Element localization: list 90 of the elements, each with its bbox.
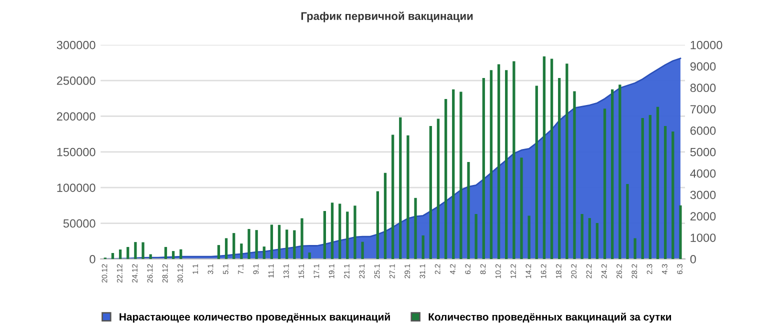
- bar: [641, 118, 644, 259]
- bar: [474, 214, 478, 259]
- bar: [626, 184, 629, 259]
- y-tick-label: 200000: [56, 112, 96, 121]
- y-tick-label: 150000: [57, 148, 96, 156]
- bar: [248, 228, 250, 259]
- bar: [330, 202, 334, 259]
- bar: [399, 117, 402, 259]
- y2-tick-label: 5000: [690, 148, 716, 156]
- bar: [142, 242, 144, 259]
- bar: [293, 230, 296, 259]
- bar: [422, 235, 424, 259]
- y-tick-label: 0: [90, 254, 96, 264]
- bar: [300, 218, 304, 259]
- bar: [512, 61, 516, 259]
- bar: [111, 252, 114, 259]
- bar: [262, 246, 266, 259]
- bar: [505, 70, 508, 259]
- bar: [118, 250, 122, 259]
- bar: [490, 70, 493, 259]
- bar: [588, 218, 591, 259]
- y2-tick-label: 4000: [690, 169, 716, 178]
- bar: [611, 89, 614, 259]
- bar: [278, 224, 281, 259]
- bar: [520, 158, 523, 259]
- bar: [596, 222, 599, 259]
- bar: [550, 58, 554, 259]
- y2-tick-label: 6000: [690, 126, 716, 135]
- bar: [656, 106, 660, 259]
- bar: [618, 84, 622, 259]
- y-tick-label: 250000: [56, 76, 96, 85]
- y2-tick-label: 2000: [690, 212, 716, 221]
- bar: [376, 191, 379, 259]
- bar: [436, 118, 440, 259]
- bar: [240, 244, 243, 259]
- bar: [286, 230, 288, 259]
- bar: [634, 238, 636, 259]
- y2-tick-label: 8000: [690, 84, 716, 92]
- y2-tick-label: 1000: [690, 234, 716, 242]
- bar: [460, 92, 462, 259]
- bar: [255, 230, 258, 259]
- bar: [232, 233, 236, 259]
- legend-label: Количество проведённых вакцинаций за сутки: [428, 312, 672, 323]
- bar: [406, 135, 410, 259]
- bar: [664, 126, 667, 259]
- legend-label: Нарастающее количество проведённых вакцинаций: [120, 312, 390, 323]
- y2-tick-label: 0: [690, 254, 696, 264]
- bar: [566, 64, 568, 259]
- y2-tick-label: 9000: [690, 62, 716, 71]
- bar: [452, 89, 455, 259]
- bar: [126, 246, 130, 259]
- y-tick-label: 300000: [56, 40, 96, 50]
- bar: [444, 98, 448, 259]
- bar: [535, 86, 538, 259]
- bar: [391, 134, 394, 259]
- bar: [164, 246, 168, 259]
- bar: [414, 198, 417, 259]
- y2-tick-label: 10000: [690, 40, 722, 50]
- bar: [270, 224, 274, 259]
- bar: [482, 78, 485, 259]
- bar: [467, 162, 470, 259]
- bar: [361, 242, 364, 259]
- y2-tick-label: 7000: [690, 105, 716, 114]
- bar: [558, 78, 561, 259]
- y-tick-label: 50000: [63, 219, 96, 228]
- bar: [149, 254, 152, 259]
- bar: [172, 251, 175, 259]
- bar: [672, 132, 674, 259]
- bar: [346, 212, 349, 259]
- bar: [338, 204, 342, 259]
- bar: [134, 242, 137, 259]
- y2-tick-label: 3000: [690, 190, 716, 200]
- bar: [542, 56, 546, 259]
- y-tick-label: 100000: [57, 184, 96, 192]
- bar: [354, 206, 356, 259]
- bar: [573, 91, 576, 259]
- bar: [580, 214, 584, 259]
- chart-title: График первичной вакцинации: [301, 12, 473, 22]
- bar: [679, 205, 682, 259]
- bar: [224, 238, 228, 259]
- bar: [180, 249, 182, 259]
- bar: [603, 108, 606, 259]
- bar: [648, 115, 652, 259]
- bar: [217, 245, 220, 259]
- bar: [497, 64, 500, 259]
- bar: [323, 210, 326, 259]
- bar: [384, 172, 387, 259]
- bar: [429, 126, 432, 259]
- bar: [308, 252, 311, 259]
- bar: [528, 216, 530, 259]
